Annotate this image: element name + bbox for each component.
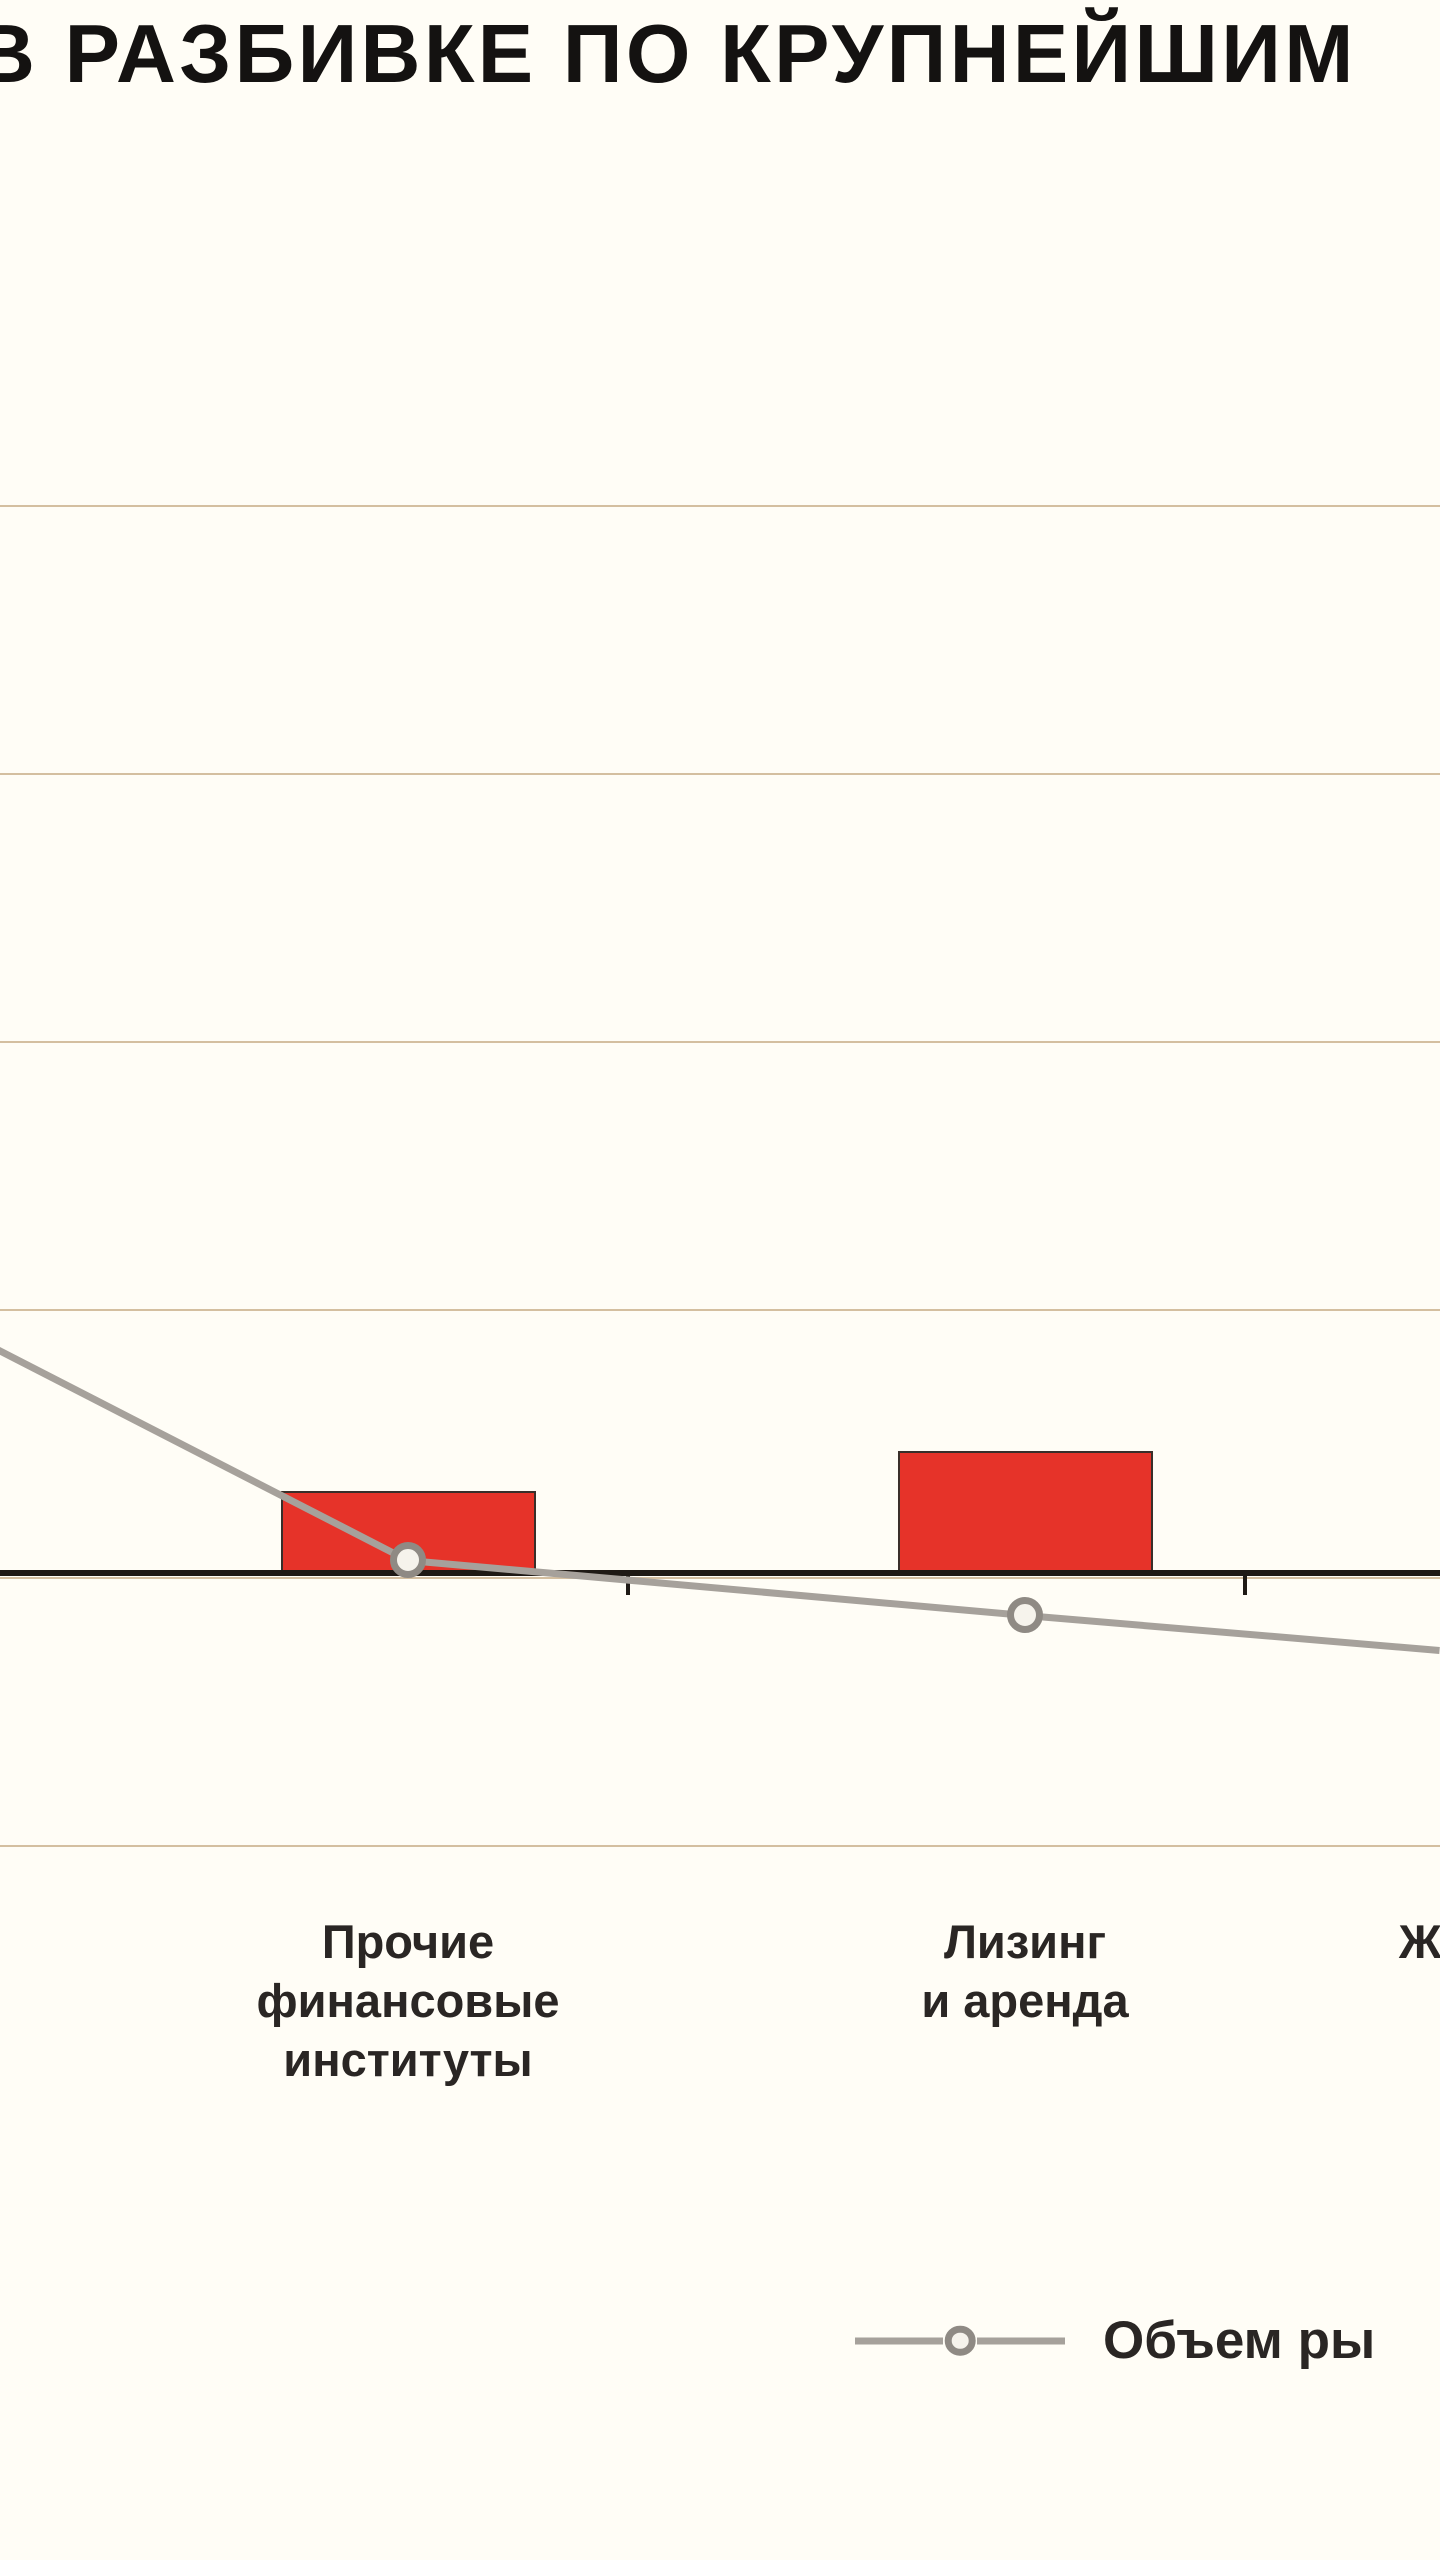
x-tick: [1243, 1573, 1247, 1595]
gridline: [0, 1041, 1440, 1043]
line-marker: [390, 1542, 426, 1578]
gridline: [0, 1845, 1440, 1847]
x-axis-label: Же: [1399, 1913, 1440, 1972]
bar: [898, 1451, 1153, 1573]
line-marker: [1007, 1597, 1043, 1633]
chart-page: В РАЗБИВКЕ ПО КРУПНЕЙШИМ Прочие финансовы…: [0, 0, 1440, 2560]
trend-line-segment: [0, 1332, 410, 1563]
x-axis-label: Прочие финансовые институты: [257, 1913, 560, 2089]
legend: Объем ры: [855, 2310, 1375, 2371]
legend-line-sample: [855, 2323, 1065, 2359]
gridline: [0, 773, 1440, 775]
gridline: [0, 1309, 1440, 1311]
gridline: [0, 505, 1440, 507]
trend-line-segment: [1025, 1612, 1440, 1654]
x-axis-label: Лизинг и аренда: [921, 1913, 1128, 2031]
legend-marker-icon: [945, 2325, 976, 2356]
legend-label: Объем ры: [1103, 2310, 1375, 2371]
x-axis-baseline: [0, 1570, 1440, 1576]
chart-title: В РАЗБИВКЕ ПО КРУПНЕЙШИМ: [0, 6, 1357, 102]
gridline: [0, 1577, 1440, 1579]
